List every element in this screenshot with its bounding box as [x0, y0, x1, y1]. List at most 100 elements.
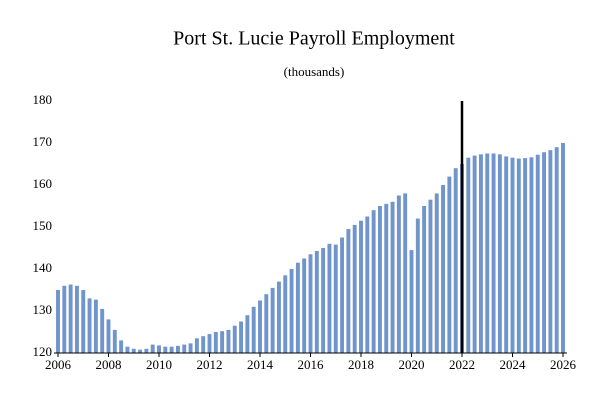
bar	[441, 185, 446, 353]
bar	[276, 281, 281, 353]
bar	[396, 195, 401, 353]
bar	[93, 299, 98, 353]
bar	[365, 216, 370, 353]
bar	[182, 344, 187, 353]
bar	[321, 248, 326, 353]
bar	[213, 332, 218, 353]
bar	[251, 306, 256, 353]
x-tick-label: 2016	[298, 357, 325, 372]
bar	[371, 210, 376, 353]
bar	[359, 220, 363, 353]
bar	[542, 152, 547, 353]
bar	[510, 157, 515, 353]
bar	[112, 329, 117, 353]
y-tick-label: 170	[33, 134, 53, 149]
bar	[87, 298, 92, 353]
bar	[175, 345, 180, 353]
x-tick-label: 2022	[449, 357, 475, 372]
y-tick-label: 180	[33, 92, 53, 107]
bar	[327, 243, 332, 353]
chart-subtitle: (thousands)	[284, 64, 345, 79]
bar	[100, 308, 105, 353]
y-tick-label: 150	[33, 218, 53, 233]
y-tick-label: 130	[33, 302, 53, 317]
bar	[239, 321, 244, 353]
bar	[163, 346, 168, 353]
bar	[289, 269, 294, 353]
bar	[169, 346, 174, 353]
bar	[188, 343, 193, 353]
y-tick-label: 160	[33, 176, 53, 191]
bar	[485, 153, 490, 353]
bar	[453, 168, 458, 353]
bar	[554, 147, 559, 353]
bar	[232, 325, 237, 353]
bar	[144, 348, 149, 353]
bar	[478, 154, 483, 353]
bar	[68, 284, 73, 353]
x-tick-label: 2020	[399, 357, 425, 372]
bar	[504, 156, 509, 353]
bar	[125, 346, 130, 353]
bar	[333, 244, 338, 353]
bar	[497, 154, 502, 353]
bar	[428, 199, 433, 353]
chart-title: Port St. Lucie Payroll Employment	[173, 28, 455, 50]
bar	[314, 250, 319, 353]
bar	[529, 157, 534, 353]
x-tick-label: 2006	[45, 357, 72, 372]
bar	[138, 349, 143, 353]
bar	[308, 254, 313, 353]
bar	[352, 224, 357, 353]
bar	[194, 338, 199, 353]
y-tick-label: 120	[33, 344, 53, 359]
bar	[403, 193, 408, 353]
bar	[409, 250, 414, 353]
bar	[81, 290, 86, 353]
bar	[491, 153, 496, 353]
bar	[295, 262, 300, 353]
bar	[535, 154, 540, 353]
bar	[415, 218, 420, 353]
bar	[377, 206, 382, 353]
x-tick-label: 2014	[247, 357, 274, 372]
bar	[346, 229, 351, 353]
bar	[472, 155, 477, 353]
bar	[207, 334, 212, 353]
bar	[283, 275, 288, 353]
bar	[150, 344, 155, 353]
x-tick-label: 2026	[550, 357, 577, 372]
x-tick-label: 2008	[96, 357, 122, 372]
bar	[131, 348, 136, 353]
bar	[434, 193, 439, 353]
bar	[258, 300, 262, 353]
bar	[390, 201, 395, 353]
bar	[466, 157, 471, 353]
bar	[422, 206, 427, 353]
bar	[447, 176, 452, 353]
bar	[201, 336, 206, 353]
bar	[270, 287, 275, 353]
bar	[384, 203, 389, 353]
bar	[302, 258, 307, 353]
bar	[106, 319, 111, 353]
x-tick-label: 2012	[197, 357, 223, 372]
bar	[264, 294, 269, 353]
bar	[245, 315, 250, 353]
bar	[561, 143, 565, 353]
bar	[62, 285, 67, 353]
x-tick-label: 2018	[348, 357, 374, 372]
bar	[74, 285, 79, 353]
bar	[516, 158, 521, 353]
bar	[548, 150, 553, 353]
bar	[523, 158, 528, 353]
bar	[220, 331, 225, 353]
bar	[119, 340, 124, 353]
bar	[226, 329, 231, 353]
y-tick-label: 140	[33, 260, 53, 275]
x-tick-label: 2024	[500, 357, 527, 372]
bar	[157, 345, 161, 353]
bar	[340, 237, 345, 353]
bar	[56, 290, 60, 353]
